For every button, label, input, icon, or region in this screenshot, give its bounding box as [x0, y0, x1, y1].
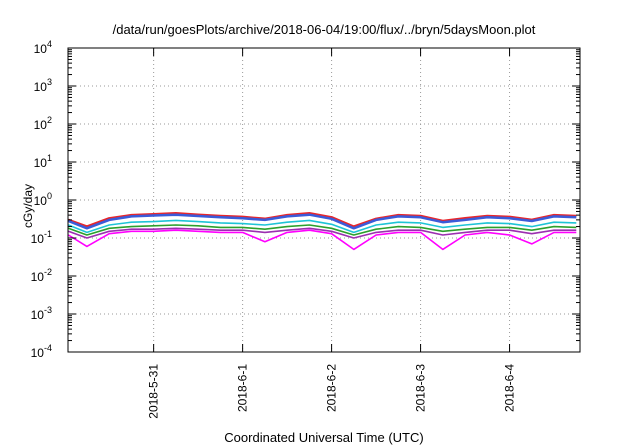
y-axis-label: cGy/day [21, 184, 35, 228]
data-series [67, 211, 577, 251]
series-line [68, 224, 577, 236]
grid-lines [68, 48, 580, 352]
y-tick-label: 101 [34, 153, 52, 170]
x-tick-label: 2018-6-4 [503, 364, 517, 412]
y-tick-label: 10-4 [31, 343, 52, 360]
series-line [67, 229, 577, 251]
y-tick-label: 100 [34, 191, 52, 208]
y-tick-label: 104 [34, 39, 52, 56]
chart-title: /data/run/goesPlots/archive/2018-06-04/1… [113, 22, 536, 37]
y-tick-label: 10-3 [31, 305, 52, 322]
x-tick-label: 2018-6-2 [325, 364, 339, 412]
x-axis-label: Coordinated Universal Time (UTC) [224, 430, 423, 445]
y-tick-label: 102 [34, 115, 52, 132]
y-tick-label: 103 [34, 77, 52, 94]
axis-ticks: 10-4 10-3 10-2 10-1 100 101 102 103 104 2018-5-31… [31, 39, 580, 419]
series-line [68, 219, 577, 234]
series-line [68, 227, 577, 239]
x-tick-label: 2018-6-1 [236, 364, 250, 412]
series-line [67, 213, 577, 230]
y-tick-label: 10-1 [31, 229, 52, 246]
x-tick-label: 2018-6-3 [414, 364, 428, 412]
x-tick-label: 2018-5-31 [147, 364, 161, 419]
y-tick-label: 10-2 [31, 267, 52, 284]
